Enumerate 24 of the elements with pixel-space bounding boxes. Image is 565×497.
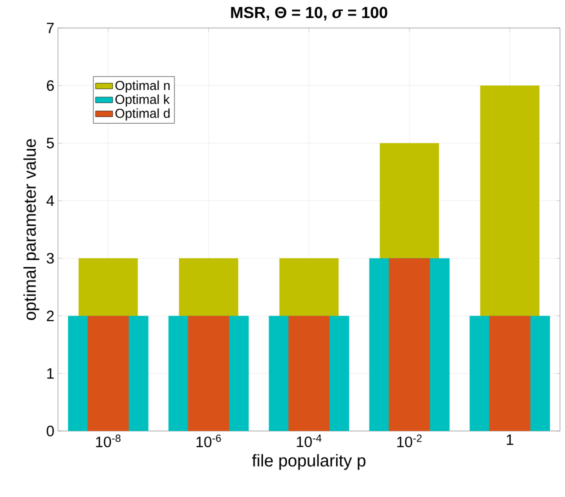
x-axis-title: file popularity p <box>252 454 366 470</box>
y-tick-label: 3 <box>46 252 54 264</box>
bar <box>388 258 430 431</box>
bar <box>188 316 230 431</box>
x-tick-label: 10$^{-2}$ <box>397 434 422 448</box>
legend-label: Optimal k <box>115 94 170 107</box>
y-axis-title: optimal parameter value <box>23 139 40 320</box>
bar <box>88 316 129 431</box>
bar <box>288 316 330 431</box>
y-tick-label: 6 <box>46 80 54 91</box>
x-tick-label: 10$^{-8}$ <box>96 434 121 448</box>
y-tick-label: 4 <box>46 196 54 206</box>
x-tick-label: 10$^{-6}$ <box>196 434 221 448</box>
bar <box>489 316 530 431</box>
legend-label: Optimal d <box>115 108 170 121</box>
legend-label: Optimal n <box>115 80 170 93</box>
y-tick-label: 5 <box>46 138 54 148</box>
y-tick-label: 0 <box>46 426 54 436</box>
y-tick-label: 7 <box>46 22 54 34</box>
x-tick-label: 1 <box>506 434 514 445</box>
x-tick-label: 10$^{-4}$ <box>296 434 322 448</box>
chart-title: MSR, Θ = 10, σ = 100 <box>231 6 388 20</box>
y-tick-label: 2 <box>46 310 54 322</box>
y-tick-label: 1 <box>47 368 54 379</box>
